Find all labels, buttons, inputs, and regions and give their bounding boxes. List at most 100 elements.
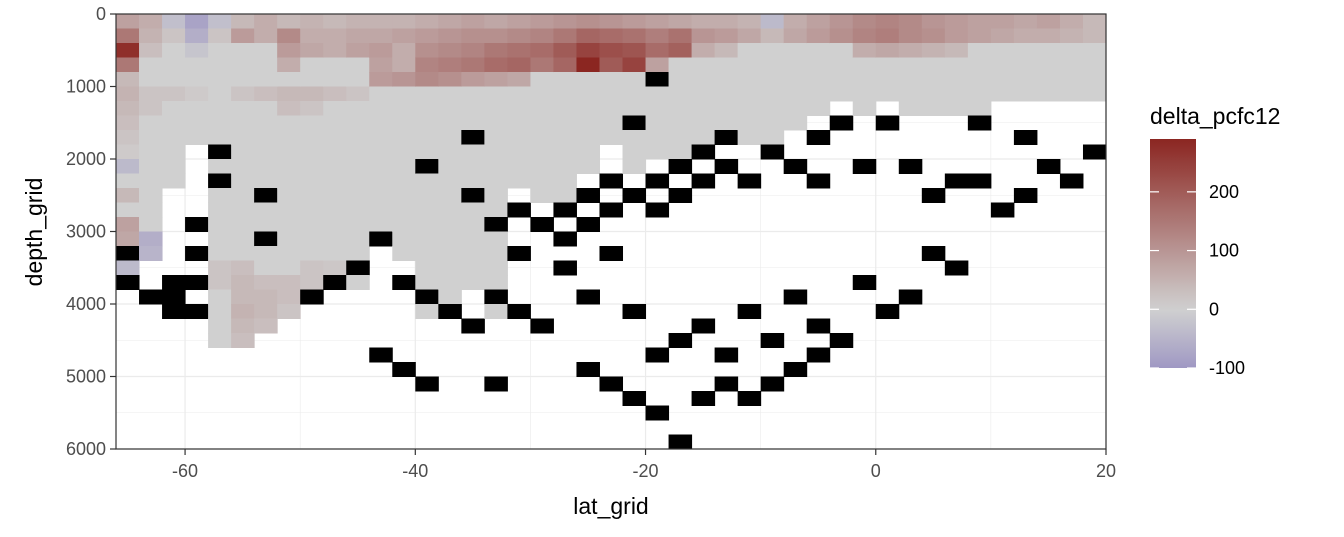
heatmap-cell: [300, 202, 324, 218]
heatmap-cell: [162, 72, 186, 87]
x-tick-label: -20: [633, 461, 659, 481]
heatmap-cell: [461, 260, 485, 276]
heatmap-cell: [346, 14, 370, 29]
heatmap-cell: [392, 115, 416, 131]
heatmap-cell: [691, 144, 716, 160]
heatmap-cell: [461, 43, 485, 58]
heatmap-cell: [369, 57, 393, 73]
heatmap-cell: [484, 275, 508, 290]
heatmap-cell: [323, 86, 347, 102]
heatmap-cell: [300, 173, 324, 189]
heatmap-cell: [714, 14, 739, 29]
heatmap-cell: [668, 72, 693, 87]
heatmap-cell: [967, 72, 992, 87]
heatmap-cell: [783, 101, 808, 116]
heatmap-cell: [415, 57, 439, 73]
heatmap-cells: [116, 14, 1106, 449]
heatmap-cell: [277, 231, 301, 247]
heatmap-cell: [760, 130, 785, 145]
heatmap-cell: [461, 72, 485, 87]
y-tick-label: 2000: [66, 149, 106, 169]
heatmap-cell: [208, 246, 232, 261]
heatmap-cell: [507, 28, 531, 44]
heatmap-cell: [576, 57, 600, 73]
heatmap-cell: [254, 260, 278, 276]
heatmap-cell: [346, 86, 370, 102]
heatmap-cell: [484, 86, 508, 102]
heatmap-cell: [944, 173, 969, 189]
heatmap-cell: [1036, 43, 1061, 58]
heatmap-cell: [392, 144, 416, 160]
heatmap-cell: [208, 115, 232, 131]
heatmap-cell: [208, 173, 232, 189]
heatmap-cell: [369, 14, 393, 29]
heatmap-cell: [507, 72, 531, 87]
heatmap-cell: [185, 28, 209, 44]
heatmap-cell: [530, 43, 554, 58]
heatmap-cell: [576, 43, 600, 58]
heatmap-cell: [944, 101, 969, 116]
heatmap-cell: [530, 173, 554, 189]
heatmap-cell: [300, 260, 324, 276]
legend-ticks: 200 100 0 -100: [1150, 182, 1245, 378]
heatmap-cell: [553, 86, 577, 102]
heatmap-cell: [208, 72, 232, 87]
heatmap-cell: [438, 173, 462, 189]
heatmap-cell: [392, 101, 416, 116]
heatmap-cell: [576, 289, 600, 305]
heatmap-cell: [208, 231, 232, 247]
heatmap-cell: [461, 57, 485, 73]
heatmap-cell: [622, 43, 647, 58]
heatmap-cell: [921, 246, 946, 261]
heatmap-cell: [139, 144, 163, 160]
heatmap-cell: [139, 188, 163, 203]
heatmap-cell: [208, 188, 232, 203]
heatmap-cell: [116, 173, 140, 189]
heatmap-cell: [668, 57, 693, 73]
heatmap-cell: [415, 115, 439, 131]
heatmap-cell: [231, 333, 255, 348]
heatmap-cell: [875, 28, 900, 44]
heatmap-cell: [1059, 28, 1084, 44]
heatmap-cell: [438, 115, 462, 131]
heatmap-cell: [576, 72, 600, 87]
heatmap-cell: [254, 304, 278, 319]
heatmap-cell: [392, 188, 416, 203]
heatmap-cell: [645, 72, 670, 87]
heatmap-cell: [162, 86, 186, 102]
heatmap-cell: [599, 173, 624, 189]
x-tick-label: -40: [402, 461, 428, 481]
heatmap-cell: [208, 217, 232, 232]
heatmap-cell: [737, 28, 762, 44]
heatmap-cell: [461, 101, 485, 116]
heatmap-cell: [277, 144, 301, 160]
heatmap-cell: [323, 28, 347, 44]
heatmap-cell: [1082, 72, 1106, 87]
heatmap-cell: [806, 173, 831, 189]
heatmap-cell: [185, 101, 209, 116]
heatmap-cell: [1082, 57, 1106, 73]
heatmap-cell: [116, 159, 140, 174]
heatmap-cell: [806, 318, 831, 334]
heatmap-cell: [438, 275, 462, 290]
heatmap-cell: [254, 246, 278, 261]
heatmap-cell: [369, 86, 393, 102]
heatmap-cell: [622, 72, 647, 87]
heatmap-cell: [898, 101, 923, 116]
heatmap-cell: [944, 28, 969, 44]
heatmap-cell: [622, 130, 647, 145]
heatmap-cell: [231, 202, 255, 218]
heatmap-cell: [576, 188, 600, 203]
heatmap-cell: [622, 14, 647, 29]
heatmap-cell: [254, 202, 278, 218]
heatmap-cell: [783, 57, 808, 73]
heatmap-cell: [530, 217, 554, 232]
heatmap-cell: [323, 14, 347, 29]
heatmap-cell: [139, 101, 163, 116]
heatmap-cell: [231, 318, 255, 334]
heatmap-cell: [990, 57, 1015, 73]
heatmap-cell: [231, 304, 255, 319]
heatmap-cell: [415, 260, 439, 276]
heatmap-cell: [185, 86, 209, 102]
